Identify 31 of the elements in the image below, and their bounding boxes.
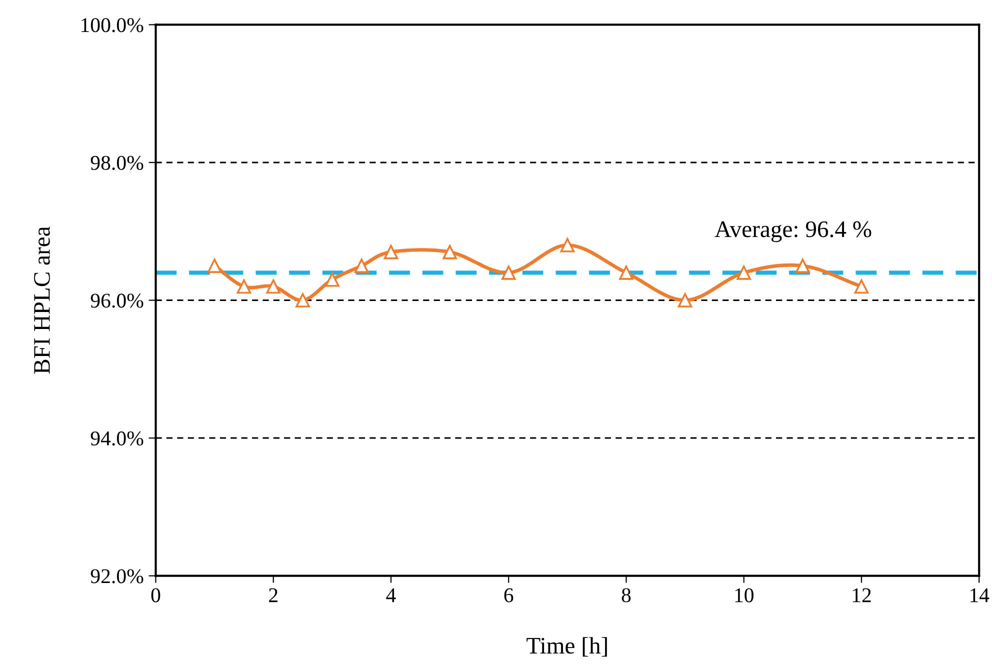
y-tick-label: 96.0% <box>90 294 144 308</box>
point <box>854 279 869 294</box>
point <box>207 258 222 273</box>
y-tick-label: 98.0% <box>90 156 144 170</box>
x-tick-label: 2 <box>269 588 278 602</box>
point <box>236 279 252 294</box>
point <box>619 266 634 280</box>
y-tick-label: 94.0% <box>90 431 144 446</box>
point <box>266 279 281 294</box>
point <box>442 244 457 260</box>
y-tick-label: 92.0% <box>90 569 144 584</box>
point <box>560 238 575 252</box>
x-tick-label: 8 <box>622 588 631 602</box>
y-tick-label: 100.0% <box>82 18 144 32</box>
x-tick-label: 0 <box>151 588 160 602</box>
point <box>325 272 340 287</box>
ref-line-label: Average: 96.4 % <box>714 221 872 242</box>
x-tick-label: 14 <box>970 588 990 602</box>
x-tick-label: 12 <box>852 588 871 602</box>
x-tick-label: 4 <box>386 588 396 602</box>
point <box>384 244 398 260</box>
point <box>354 258 369 273</box>
point <box>678 293 692 308</box>
y-axis-title: BFI HPLC area <box>34 226 50 374</box>
x-axis-title: Time [h] <box>526 637 607 657</box>
point <box>736 266 752 280</box>
x-tick-label: 10 <box>735 588 754 602</box>
point <box>296 293 310 308</box>
x-tick-label: 6 <box>504 588 514 602</box>
point <box>796 258 810 273</box>
point <box>501 266 516 280</box>
